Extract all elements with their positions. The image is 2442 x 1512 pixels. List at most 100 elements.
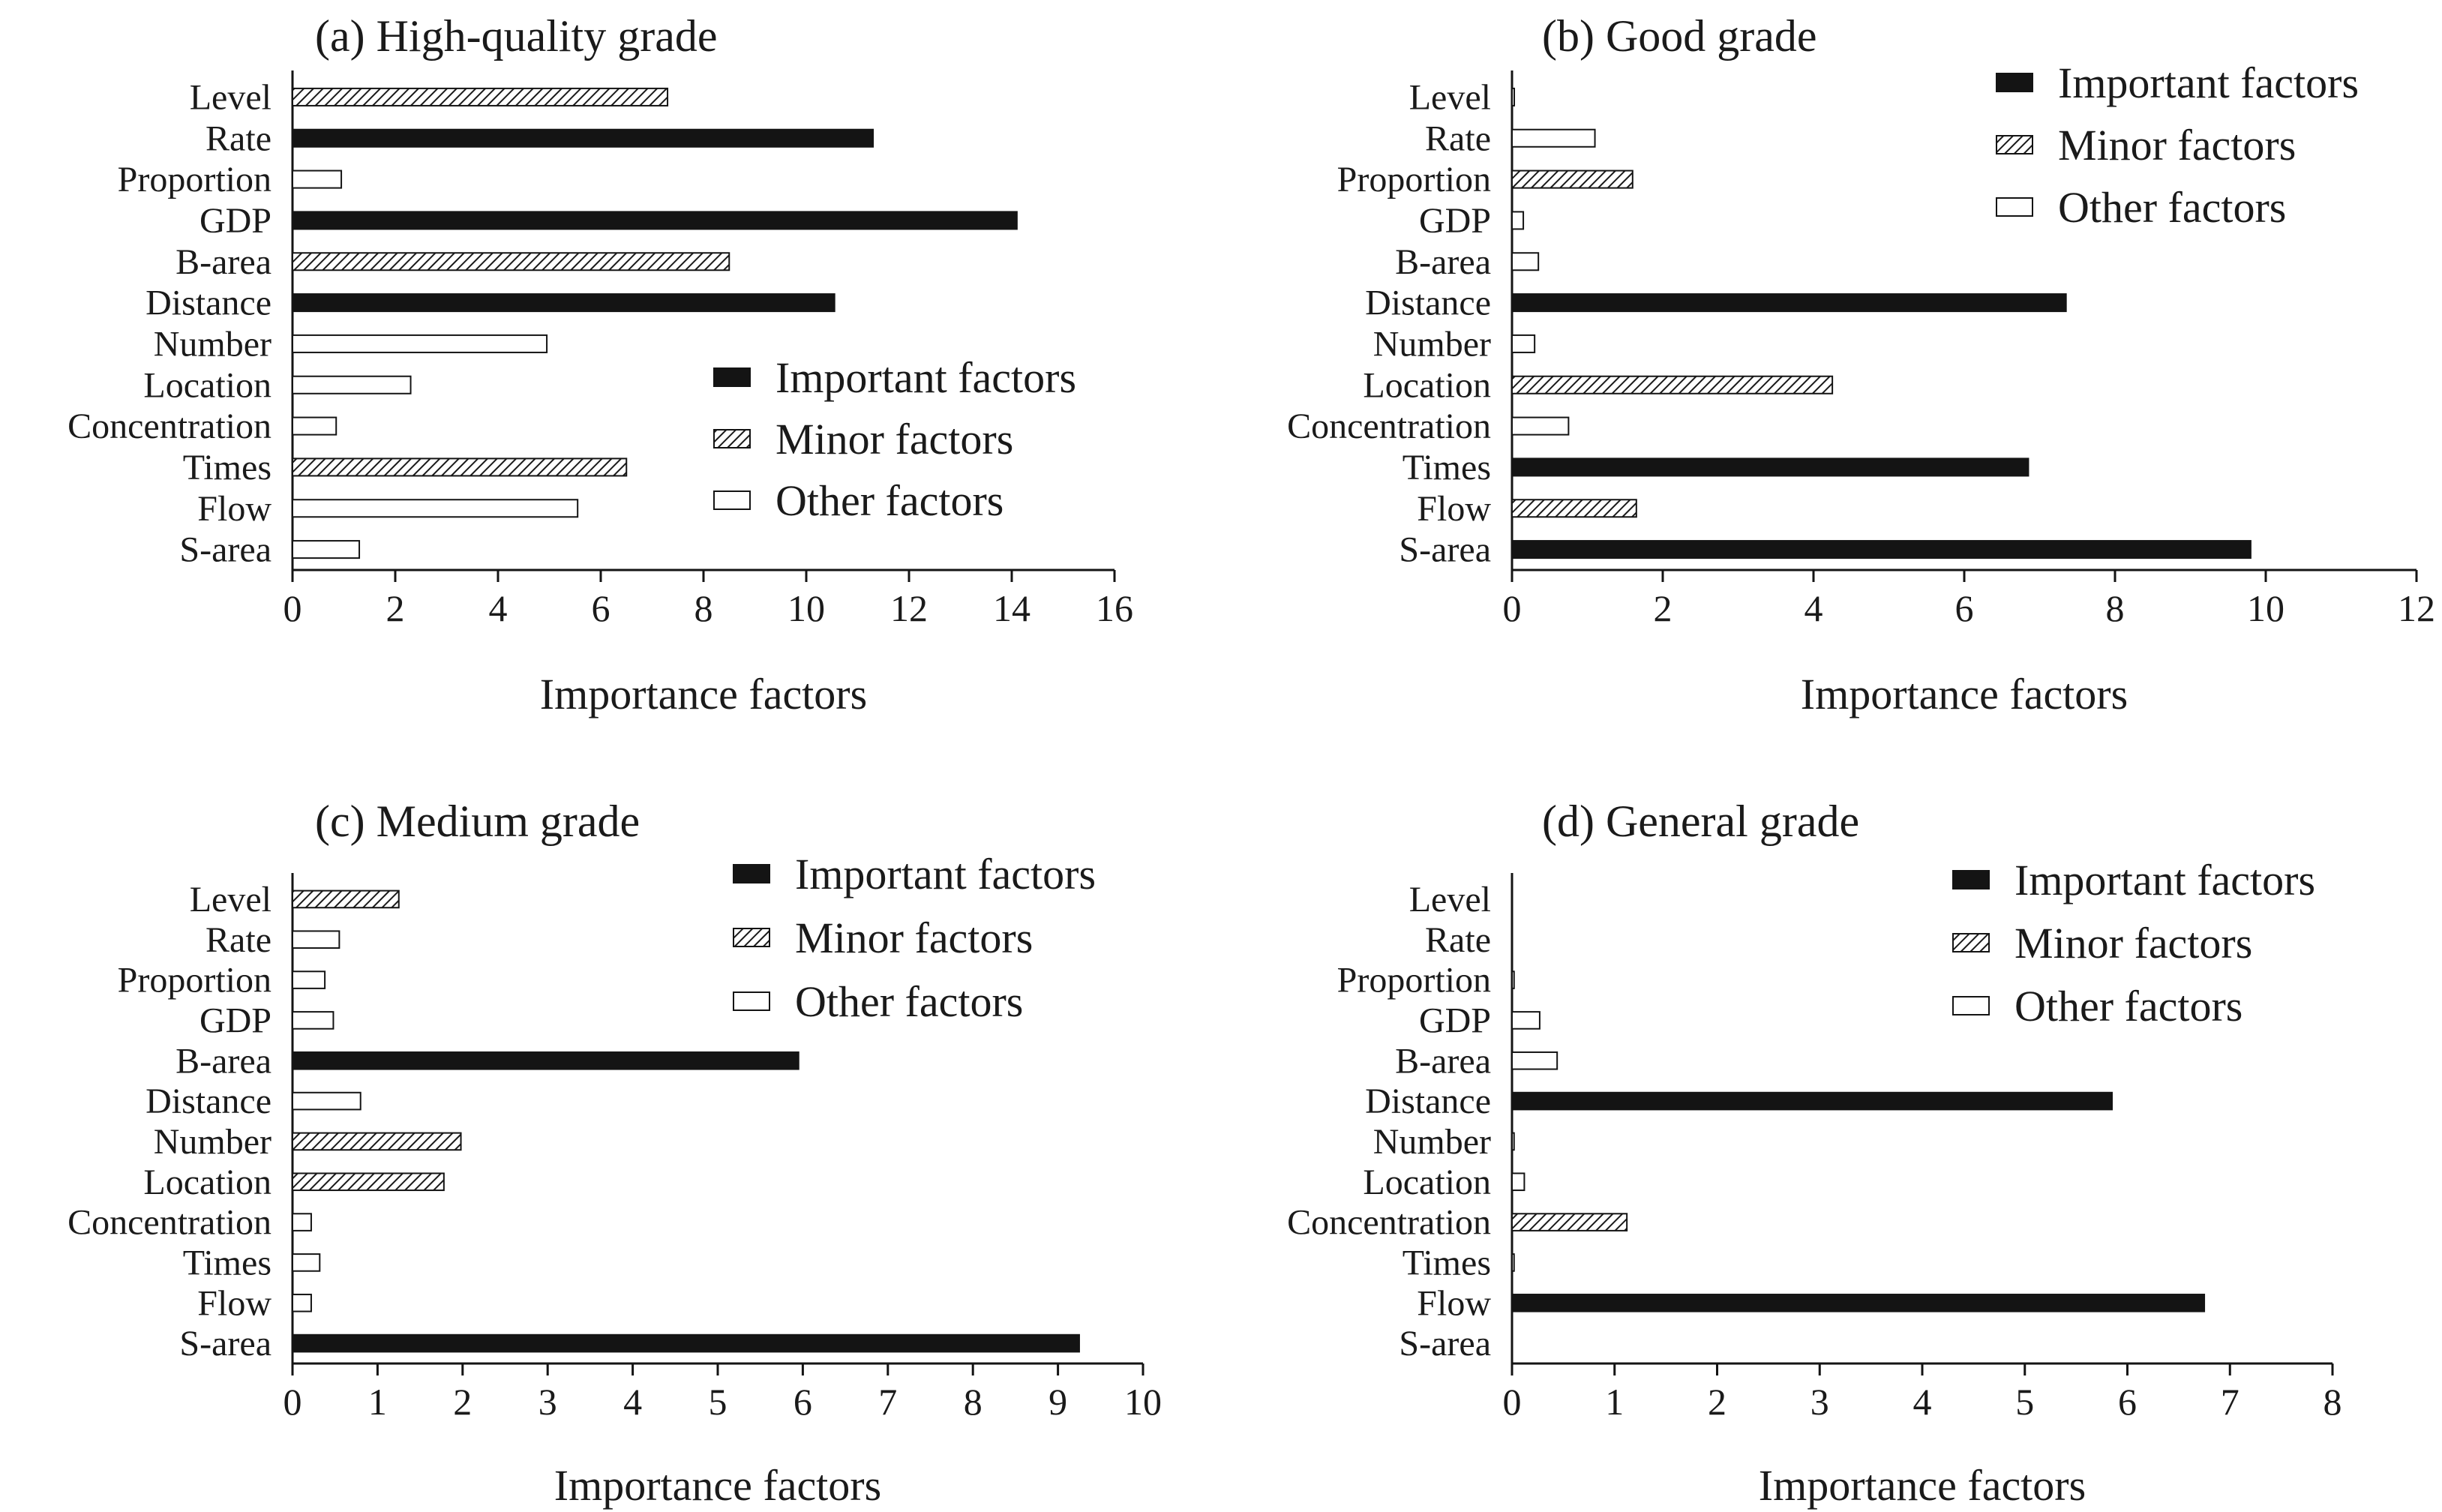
category-label-b: Proportion	[1337, 160, 1491, 200]
x-tick-label-c: 8	[964, 1381, 982, 1423]
category-label-a: Rate	[206, 118, 272, 158]
legend-swatch-other-b	[1996, 197, 2033, 217]
category-label-b: Location	[1363, 365, 1491, 405]
category-label-a: Distance	[146, 284, 272, 323]
category-label-c: Distance	[146, 1082, 272, 1121]
x-tick-label-a: 4	[489, 587, 508, 629]
category-label-a: Level	[190, 77, 272, 117]
category-label-b: S-area	[1399, 530, 1491, 570]
x-tick-label-a: 12	[890, 587, 928, 629]
x-tick-label-b: 8	[2106, 587, 2125, 629]
category-label-c: GDP	[200, 1000, 272, 1040]
category-label-b: Flow	[1417, 489, 1491, 529]
bar-d	[1511, 1132, 1515, 1151]
bar-a	[292, 211, 1018, 230]
category-label-a: Concentration	[68, 406, 272, 446]
legend-label-other-a: Other factors	[776, 476, 1004, 525]
x-tick-label-a: 6	[592, 587, 610, 629]
bar-d	[1511, 1253, 1515, 1272]
category-label-a: Proportion	[118, 160, 272, 200]
category-label-d: Number	[1373, 1122, 1491, 1162]
bar-c	[292, 970, 326, 989]
legend-label-important-b: Important factors	[2058, 58, 2359, 107]
legend-label-other-c: Other factors	[795, 977, 1023, 1026]
bar-d	[1511, 1091, 2113, 1111]
category-label-b: Number	[1373, 324, 1491, 364]
category-label-b: Level	[1409, 77, 1491, 117]
category-label-d: S-area	[1399, 1324, 1491, 1364]
category-label-c: Level	[190, 880, 272, 920]
category-label-d: Concentration	[1287, 1203, 1491, 1243]
x-tick-label-d: 3	[1810, 1381, 1829, 1423]
x-tick-label-b: 12	[2398, 587, 2435, 629]
legend-label-important-a: Important factors	[776, 353, 1076, 402]
category-label-b: B-area	[1395, 242, 1491, 282]
bar-b	[1511, 458, 2030, 477]
category-label-d: Flow	[1417, 1283, 1491, 1323]
category-label-a: GDP	[200, 201, 272, 241]
legend-swatch-important-c	[733, 864, 770, 884]
x-tick-label-a: 8	[694, 587, 713, 629]
bar-d	[1511, 1011, 1540, 1030]
legend-swatch-important-d	[1952, 870, 1990, 890]
x-tick-label-b: 0	[1503, 587, 1522, 629]
x-tick-label-a: 14	[993, 587, 1030, 629]
bar-b	[1511, 128, 1596, 148]
bar-a	[292, 375, 412, 394]
legend-label-important-c: Important factors	[795, 850, 1096, 898]
category-label-c: Rate	[206, 920, 272, 960]
bar-a	[292, 458, 628, 477]
category-label-c: S-area	[179, 1324, 272, 1364]
category-label-c: Proportion	[118, 961, 272, 1000]
x-tick-label-c: 9	[1048, 1381, 1067, 1423]
bar-c	[292, 1293, 312, 1312]
legend-swatch-important-a	[713, 368, 751, 387]
legend-label-important-d: Important factors	[2014, 856, 2315, 904]
bar-a	[292, 170, 343, 189]
category-label-d: Proportion	[1337, 961, 1491, 1000]
bar-b	[1511, 416, 1570, 436]
bar-c	[292, 1091, 362, 1111]
x-tick-label-d: 5	[2015, 1381, 2034, 1423]
bar-d	[1511, 1172, 1526, 1192]
legend-swatch-minor-d	[1952, 933, 1990, 952]
x-tick-label-a: 10	[788, 587, 825, 629]
bar-a	[292, 87, 669, 106]
bar-a	[292, 334, 548, 353]
bar-c	[292, 1213, 312, 1232]
bar-a	[292, 540, 361, 560]
x-tick-label-c: 0	[284, 1381, 302, 1423]
chart-panel-c: (c) Medium grade 0 1 2 3 4 5 6 7 8 9 10 Importance f…	[68, 796, 1162, 1510]
bar-c	[292, 1334, 1080, 1353]
bar-c	[292, 1172, 445, 1192]
x-tick-label-d: 8	[2324, 1381, 2342, 1423]
category-label-d: Times	[1402, 1243, 1491, 1282]
x-axis-label-b: Importance factors	[1801, 670, 2128, 718]
category-label-d: GDP	[1419, 1000, 1491, 1040]
bar-d	[1511, 970, 1515, 989]
legend-swatch-minor-b	[1996, 135, 2033, 154]
x-tick-label-c: 10	[1124, 1381, 1162, 1423]
legend-label-minor-a: Minor factors	[776, 415, 1013, 464]
x-tick-label-c: 7	[878, 1381, 897, 1423]
x-tick-label-b: 2	[1654, 587, 1672, 629]
bar-b	[1511, 293, 2067, 313]
category-label-b: Rate	[1425, 118, 1491, 158]
category-label-d: Level	[1409, 880, 1491, 920]
category-label-d: Rate	[1425, 920, 1491, 960]
legend-swatch-important-b	[1996, 73, 2033, 92]
x-tick-label-d: 7	[2221, 1381, 2240, 1423]
bar-b	[1511, 540, 2252, 560]
bar-a	[292, 128, 874, 148]
x-tick-label-b: 4	[1804, 587, 1823, 629]
category-label-a: B-area	[176, 242, 272, 282]
x-tick-label-c: 6	[794, 1381, 812, 1423]
category-label-a: Location	[143, 365, 272, 405]
category-label-b: GDP	[1419, 201, 1491, 241]
category-label-a: Times	[183, 448, 272, 488]
bar-c	[292, 890, 400, 909]
category-label-b: Distance	[1365, 284, 1491, 323]
x-tick-label-d: 0	[1503, 1381, 1522, 1423]
chart-title-d: (d) General grade	[1542, 796, 1859, 846]
legend-label-minor-c: Minor factors	[795, 914, 1033, 962]
